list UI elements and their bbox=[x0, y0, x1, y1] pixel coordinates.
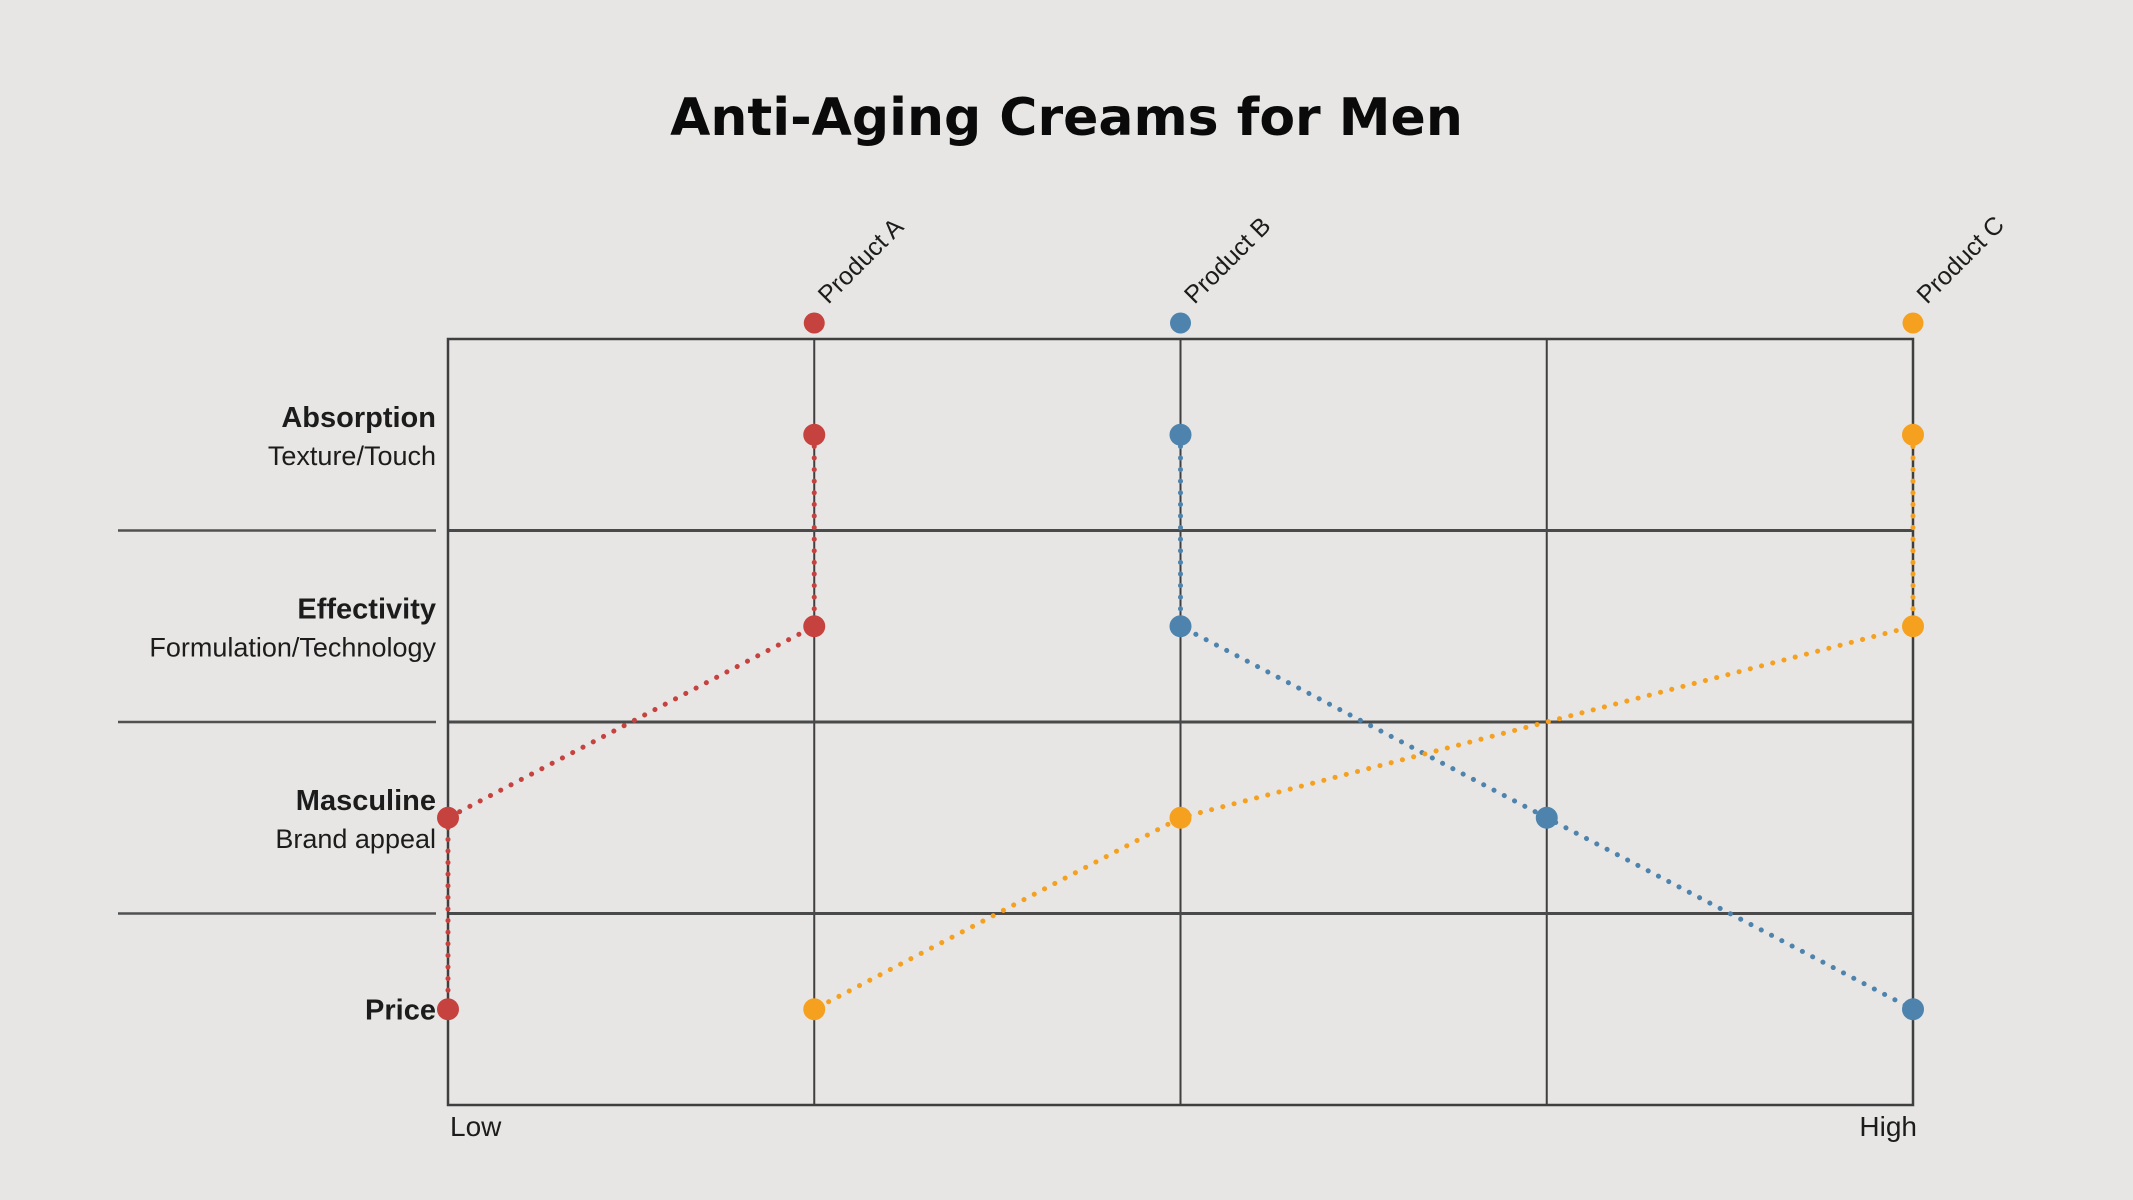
series-label: Product A bbox=[813, 213, 910, 310]
series-point bbox=[1902, 423, 1924, 446]
series-header-dot bbox=[1902, 312, 1924, 334]
series-label: Product B bbox=[1179, 212, 1276, 309]
series-point bbox=[1169, 615, 1192, 638]
category-label: Masculine bbox=[296, 785, 436, 817]
series-point bbox=[803, 423, 826, 446]
series-point bbox=[1902, 615, 1924, 638]
series-line bbox=[811, 432, 1916, 1012]
series-label: Product C bbox=[1911, 211, 2009, 309]
series-point bbox=[1169, 423, 1192, 446]
series-header-dot bbox=[803, 312, 825, 334]
series-point bbox=[437, 998, 459, 1021]
series-point bbox=[1169, 806, 1192, 829]
series-point bbox=[1535, 806, 1558, 829]
series-line bbox=[1178, 432, 1916, 1012]
category-label: Effectivity bbox=[297, 593, 436, 625]
series-point bbox=[803, 998, 826, 1021]
category-label: Price bbox=[365, 994, 436, 1026]
category-sublabel: Formulation/Technology bbox=[149, 632, 436, 662]
axis-label-low: Low bbox=[450, 1111, 502, 1142]
series-point bbox=[437, 806, 459, 829]
axis-label-high: High bbox=[1859, 1111, 1917, 1142]
category-sublabel: Brand appeal bbox=[275, 824, 436, 854]
series-header-dot bbox=[1170, 312, 1191, 334]
category-sublabel: Texture/Touch bbox=[268, 441, 436, 471]
series-point bbox=[803, 615, 826, 638]
grid-border bbox=[446, 337, 1915, 1107]
category-label: Absorption bbox=[281, 402, 436, 434]
series-point bbox=[1902, 998, 1924, 1021]
chart-title: Anti-Aging Creams for Men bbox=[670, 88, 1463, 148]
